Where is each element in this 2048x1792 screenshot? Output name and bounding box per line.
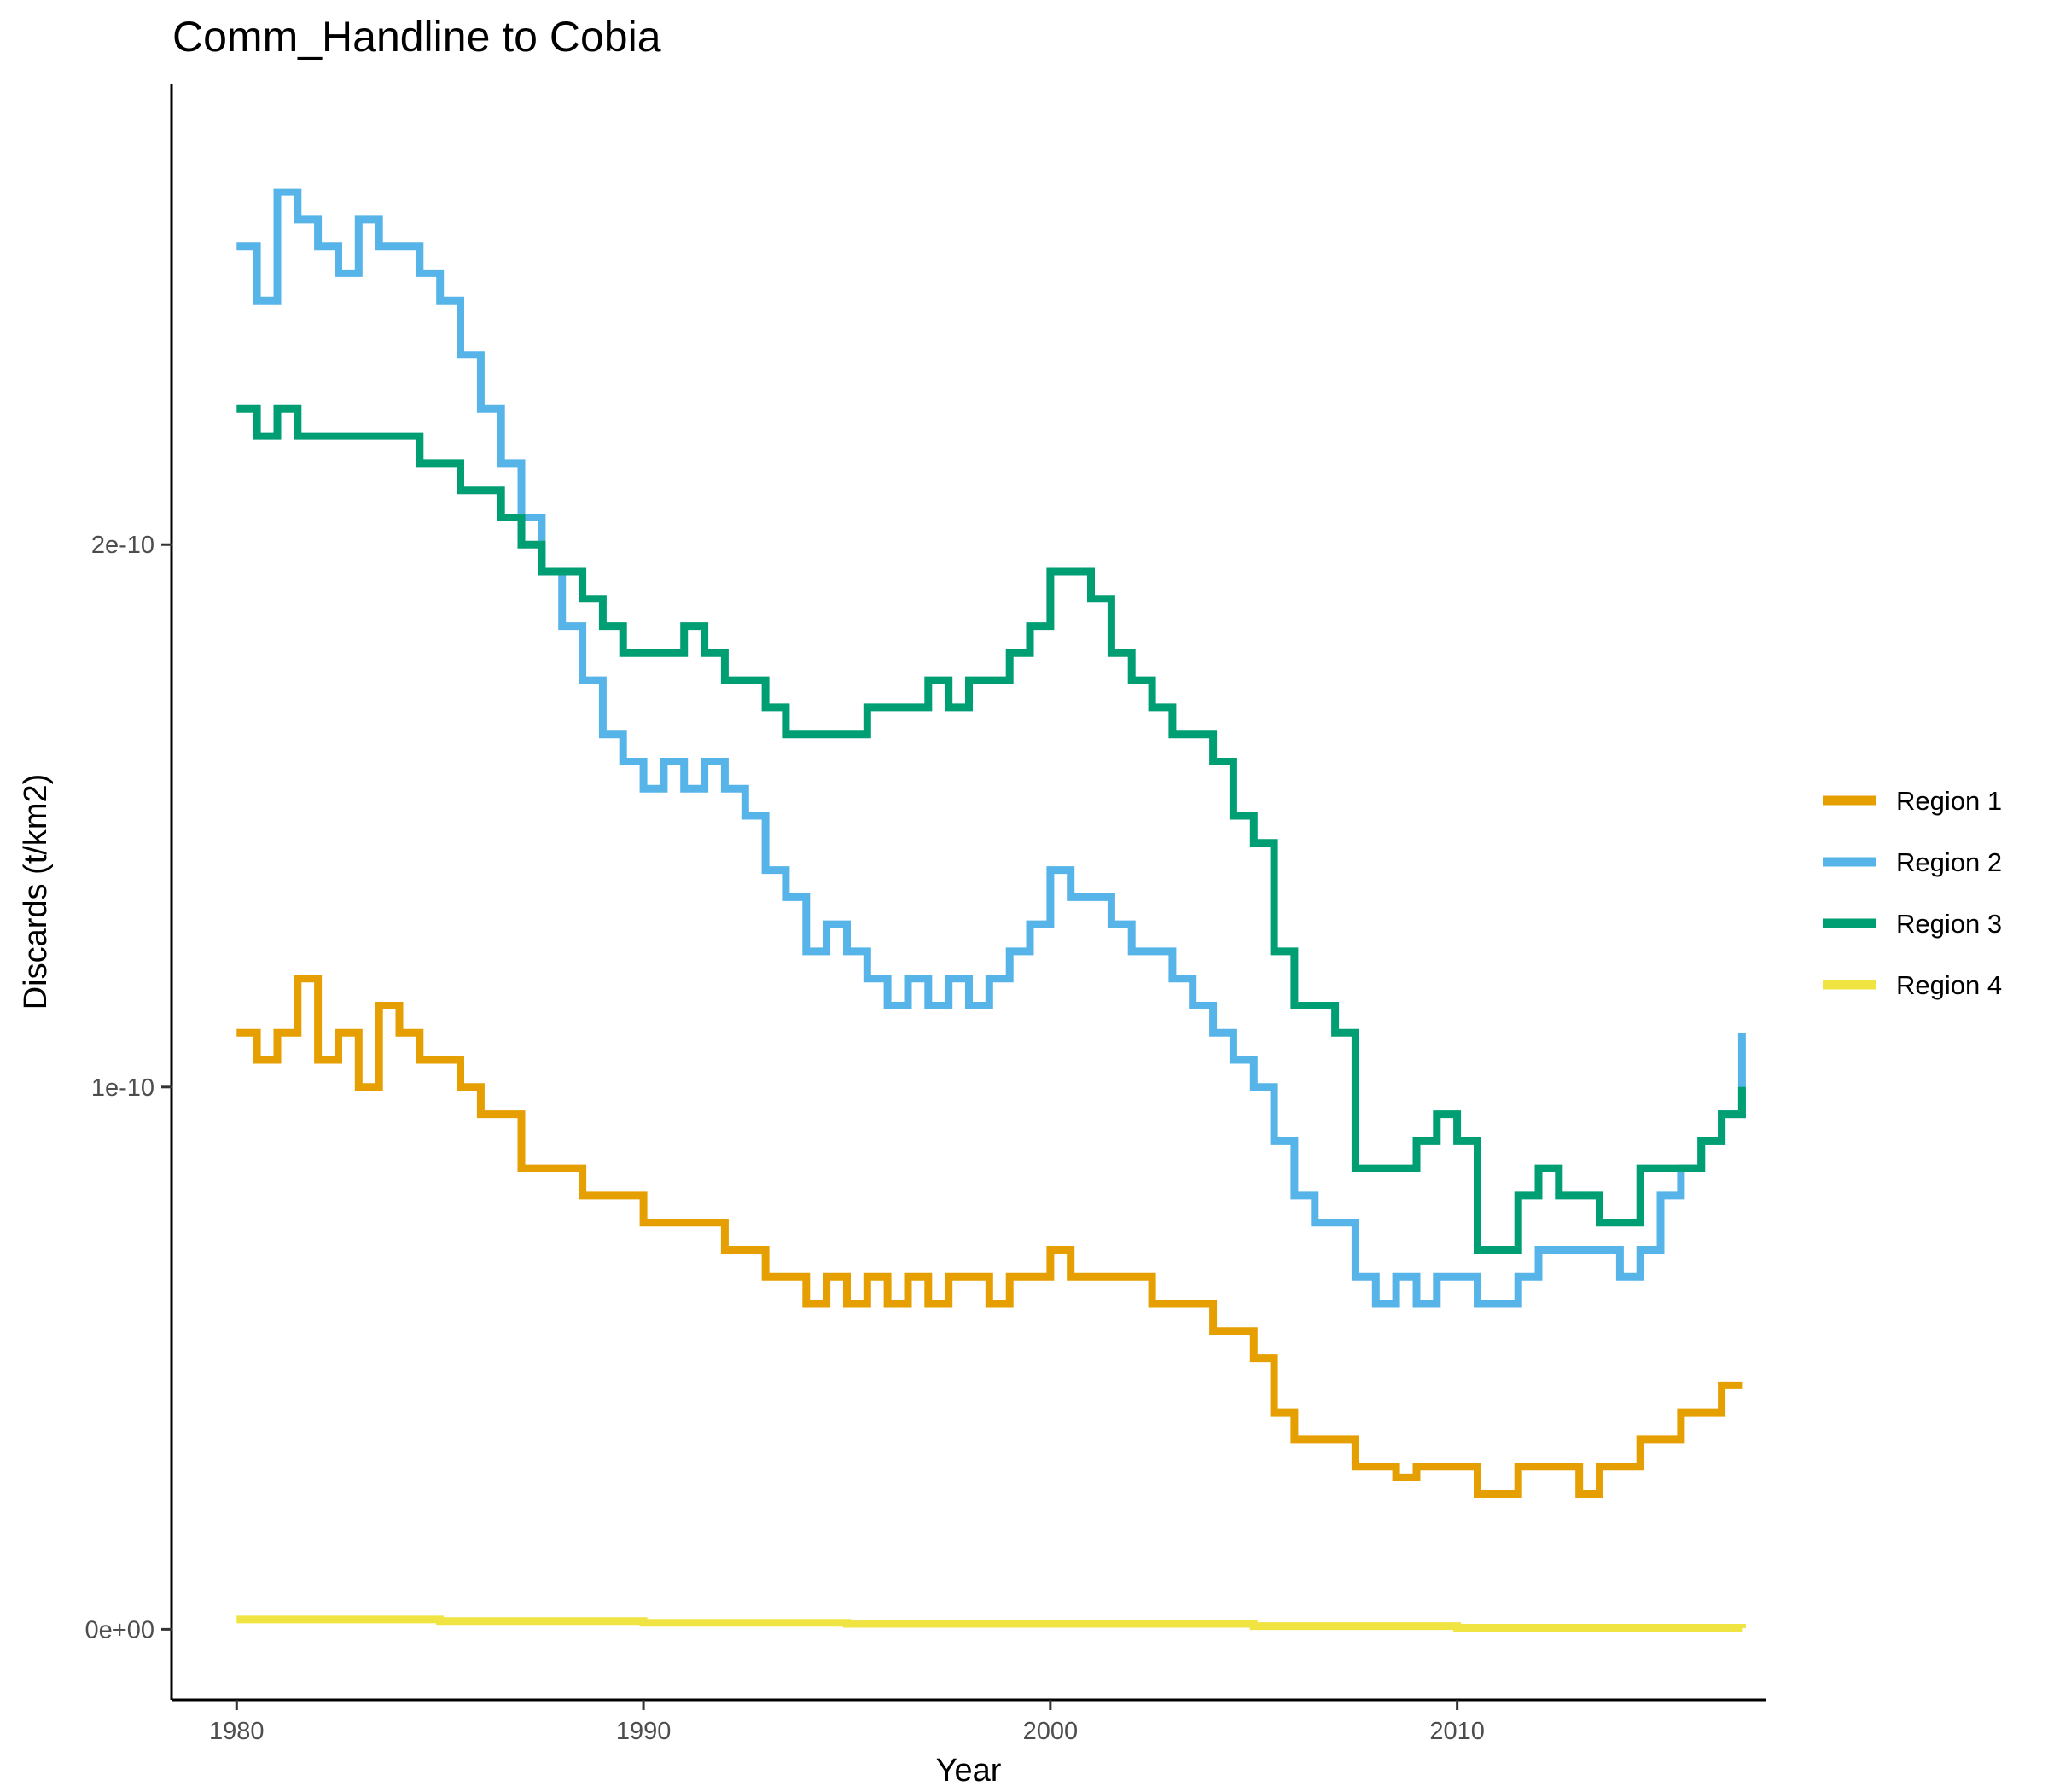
series-line-region-1 <box>236 975 1743 1498</box>
y-tick-label: 1e-10 <box>91 1074 154 1102</box>
plot-area <box>236 188 1746 1632</box>
y-axis-ticks: 0e+00 1e-10 2e-10 <box>85 532 172 1644</box>
x-tick-label: 1990 <box>616 1718 672 1745</box>
series-line-region-4 <box>236 1615 1746 1632</box>
legend-label: Region 2 <box>1896 847 2002 877</box>
y-axis-title: Discards (t/km2) <box>18 774 54 1010</box>
x-tick-label: 2010 <box>1429 1718 1485 1745</box>
chart-title: Comm_Handline to Cobia <box>172 13 661 61</box>
x-axis-ticks: 1980 1990 2000 2010 <box>209 1700 1485 1745</box>
legend-label: Region 3 <box>1896 909 2002 939</box>
legend-label: Region 1 <box>1896 786 2002 816</box>
y-tick-label: 2e-10 <box>91 532 154 559</box>
x-tick-label: 2000 <box>1023 1718 1079 1745</box>
series-line-region-2 <box>236 188 1746 1308</box>
x-axis-title: Year <box>936 1753 1002 1789</box>
x-tick-label: 1980 <box>209 1718 265 1745</box>
series-line-region-3 <box>236 404 1746 1254</box>
legend-label: Region 4 <box>1896 970 2002 1000</box>
legend: Region 1 Region 2 Region 3 Region 4 <box>1823 786 2002 1000</box>
y-tick-label: 0e+00 <box>85 1616 154 1644</box>
